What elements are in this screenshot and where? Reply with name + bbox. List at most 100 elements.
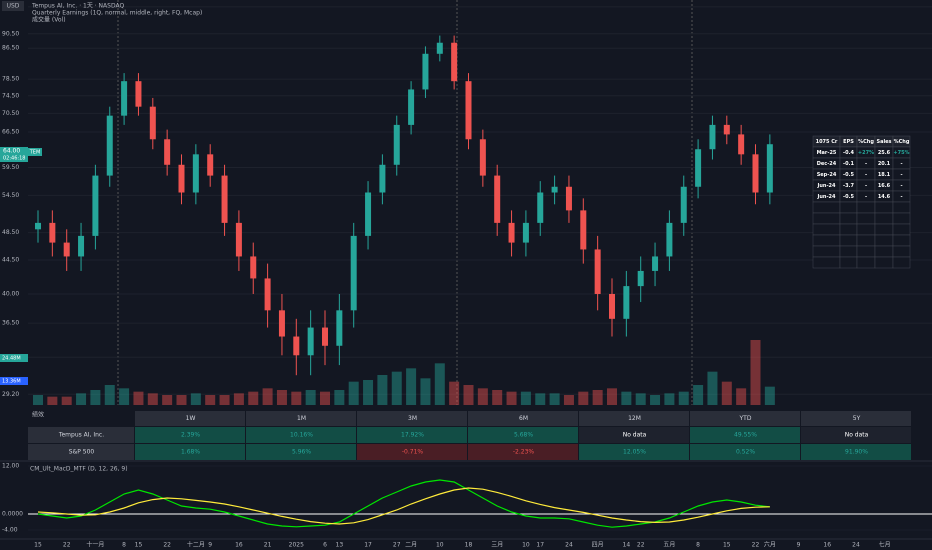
volume-bar [119, 388, 130, 405]
candle-body [623, 286, 630, 319]
cell-text: 18.1 [878, 172, 891, 178]
cell [856, 223, 876, 236]
y-tick-label: 70.50 [2, 110, 19, 117]
candle-body [149, 106, 156, 140]
cell [839, 234, 858, 247]
candle-body [106, 115, 113, 176]
x-tick-label: 六月 [764, 541, 776, 549]
x-tick-label: 24 [565, 542, 573, 549]
cell-text: - [865, 183, 867, 189]
candle-body [652, 256, 659, 271]
candle-body [293, 336, 300, 356]
x-tick-label: 15 [723, 542, 731, 549]
header-cell [357, 411, 467, 426]
cell-text: 25.6 [878, 150, 891, 156]
volume-bar [320, 391, 330, 405]
x-tick-label: 16 [823, 542, 831, 549]
perf-cell [135, 427, 245, 443]
candle-body [508, 222, 515, 243]
perf-value: 1.68% [181, 449, 200, 456]
cell-text: 14.6 [878, 194, 891, 200]
perf-value: No data [623, 432, 647, 439]
header-cell [801, 411, 911, 426]
volume-bar [650, 395, 661, 405]
ticker-badge [28, 148, 42, 156]
cell [892, 201, 911, 214]
badge [0, 354, 28, 362]
cell [812, 223, 841, 236]
candle-body [738, 134, 745, 155]
x-tick-label: 14 [623, 542, 631, 549]
candle-body [307, 327, 314, 356]
cell [856, 201, 876, 214]
y-tick-label: 74.50 [2, 92, 19, 99]
header-cell [246, 411, 356, 426]
y-tick-label: 12.00 [2, 463, 19, 470]
row-header [28, 427, 134, 443]
x-tick-label: 三月 [491, 542, 503, 549]
candle-body [695, 149, 702, 187]
candle-body [522, 222, 529, 243]
volume-bar [506, 391, 517, 405]
candle-body [192, 154, 199, 193]
perf-value: 5.68% [514, 432, 533, 439]
price-badge [0, 147, 28, 162]
x-tick-label: 6 [323, 542, 327, 549]
volume-bar [104, 385, 115, 405]
cell-text: - [900, 194, 902, 200]
candle-body [580, 210, 587, 250]
volume-bar [520, 391, 531, 405]
column-header: 1075 Cr [816, 139, 838, 145]
perf-cell [468, 427, 578, 443]
column-header: %Chg [858, 139, 874, 145]
x-tick-label: 8 [122, 542, 126, 549]
candle-body [537, 192, 544, 223]
candle-body [350, 235, 357, 311]
cell-text: Dec-24 [817, 161, 837, 167]
cell-text: -3.7 [843, 183, 854, 189]
candle-body [393, 124, 400, 165]
candle-body [92, 175, 99, 236]
x-axis: 15 22 十一月 8 15 22 十二月 9 16 21 2025 6 13 17 27 二月 10 18 三月 1… [34, 541, 890, 549]
cell [874, 245, 894, 258]
cell-text: -0.5 [843, 172, 854, 178]
volume-bar [721, 381, 732, 405]
row-header [28, 444, 134, 460]
column-header: 1M [297, 415, 306, 422]
volume-bar [736, 388, 747, 405]
y-tick-label: 59.50 [2, 164, 19, 171]
x-tick-label: 五月 [663, 542, 675, 549]
perf-value: 2.39% [181, 432, 200, 439]
x-tick-label: 22 [63, 542, 71, 549]
candle-body [465, 81, 472, 140]
perf-value: 91.90% [845, 449, 868, 456]
candle-body [422, 53, 429, 90]
performance-title: 绩效 [32, 411, 44, 419]
badge-label: 13.36M [2, 379, 21, 385]
ticker: TEM [29, 150, 41, 156]
x-tick-label: 24 [852, 542, 860, 549]
row-name: Tempus AI, Inc. [58, 432, 104, 439]
candle-body [680, 186, 687, 223]
column-header: 5Y [853, 415, 861, 422]
perf-value: -0.71% [402, 449, 424, 456]
perf-value: 5.96% [292, 449, 311, 456]
column-header: 6M [519, 415, 528, 422]
x-tick-label: 22 [637, 542, 645, 549]
volume-bar [678, 391, 689, 405]
y-tick-label: 86.50 [2, 45, 19, 52]
candle-body [551, 186, 558, 193]
volume-bar [635, 393, 646, 405]
candle-body [207, 154, 214, 176]
volume-bar [233, 393, 244, 405]
header-cell [468, 411, 578, 426]
candle-body [666, 222, 673, 257]
cell [874, 212, 894, 225]
cell [892, 256, 911, 269]
volume-bar [33, 395, 43, 405]
cell-text: +27% [858, 150, 874, 156]
cell-text: 16.6 [878, 183, 891, 189]
cell [874, 201, 894, 214]
x-tick-label: 15 [135, 542, 143, 549]
